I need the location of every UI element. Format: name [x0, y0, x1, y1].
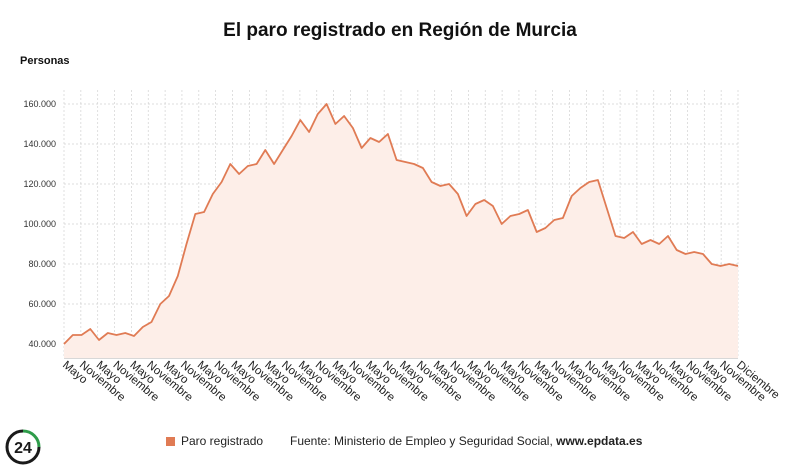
y-tick-label: 60.000	[28, 299, 56, 309]
y-tick-label: 140.000	[23, 139, 56, 149]
x-axis-ticks: MayoNoviembreMayoNoviembreMayoNoviembreM…	[60, 359, 781, 404]
chart-plot: 40.000 60.000 80.000 100.000 120.000 140.000 1…	[23, 90, 781, 404]
series-line-path	[63, 103, 739, 345]
logo-ring-dark	[5, 429, 41, 465]
logo-ring-green	[22, 429, 41, 448]
y-tick-label: 100.000	[23, 219, 56, 229]
legend: Paro registrado	[166, 434, 263, 448]
y-axis-ticks: 40.000 60.000 80.000 100.000 120.000 140.000 1…	[23, 99, 56, 349]
logo-text: 24	[14, 440, 32, 457]
source-site: www.epdata.es	[556, 434, 643, 448]
legend-swatch	[166, 436, 175, 446]
series-line	[63, 103, 739, 345]
y-tick-label: 40.000	[28, 339, 56, 349]
y-tick-label: 120.000	[23, 179, 56, 189]
y-tick-label: 80.000	[28, 259, 56, 269]
source-note: Fuente: Ministerio de Empleo y Seguridad…	[290, 434, 642, 448]
logo-24-icon: 24	[5, 429, 41, 465]
source-prefix: Fuente: Ministerio de Empleo y Seguridad…	[290, 434, 557, 448]
chart-title: El paro registrado en Región de Murcia	[223, 20, 577, 41]
y-tick-label: 160.000	[23, 99, 56, 109]
y-axis-label: Personas	[20, 55, 70, 67]
legend-label: Paro registrado	[181, 434, 264, 448]
